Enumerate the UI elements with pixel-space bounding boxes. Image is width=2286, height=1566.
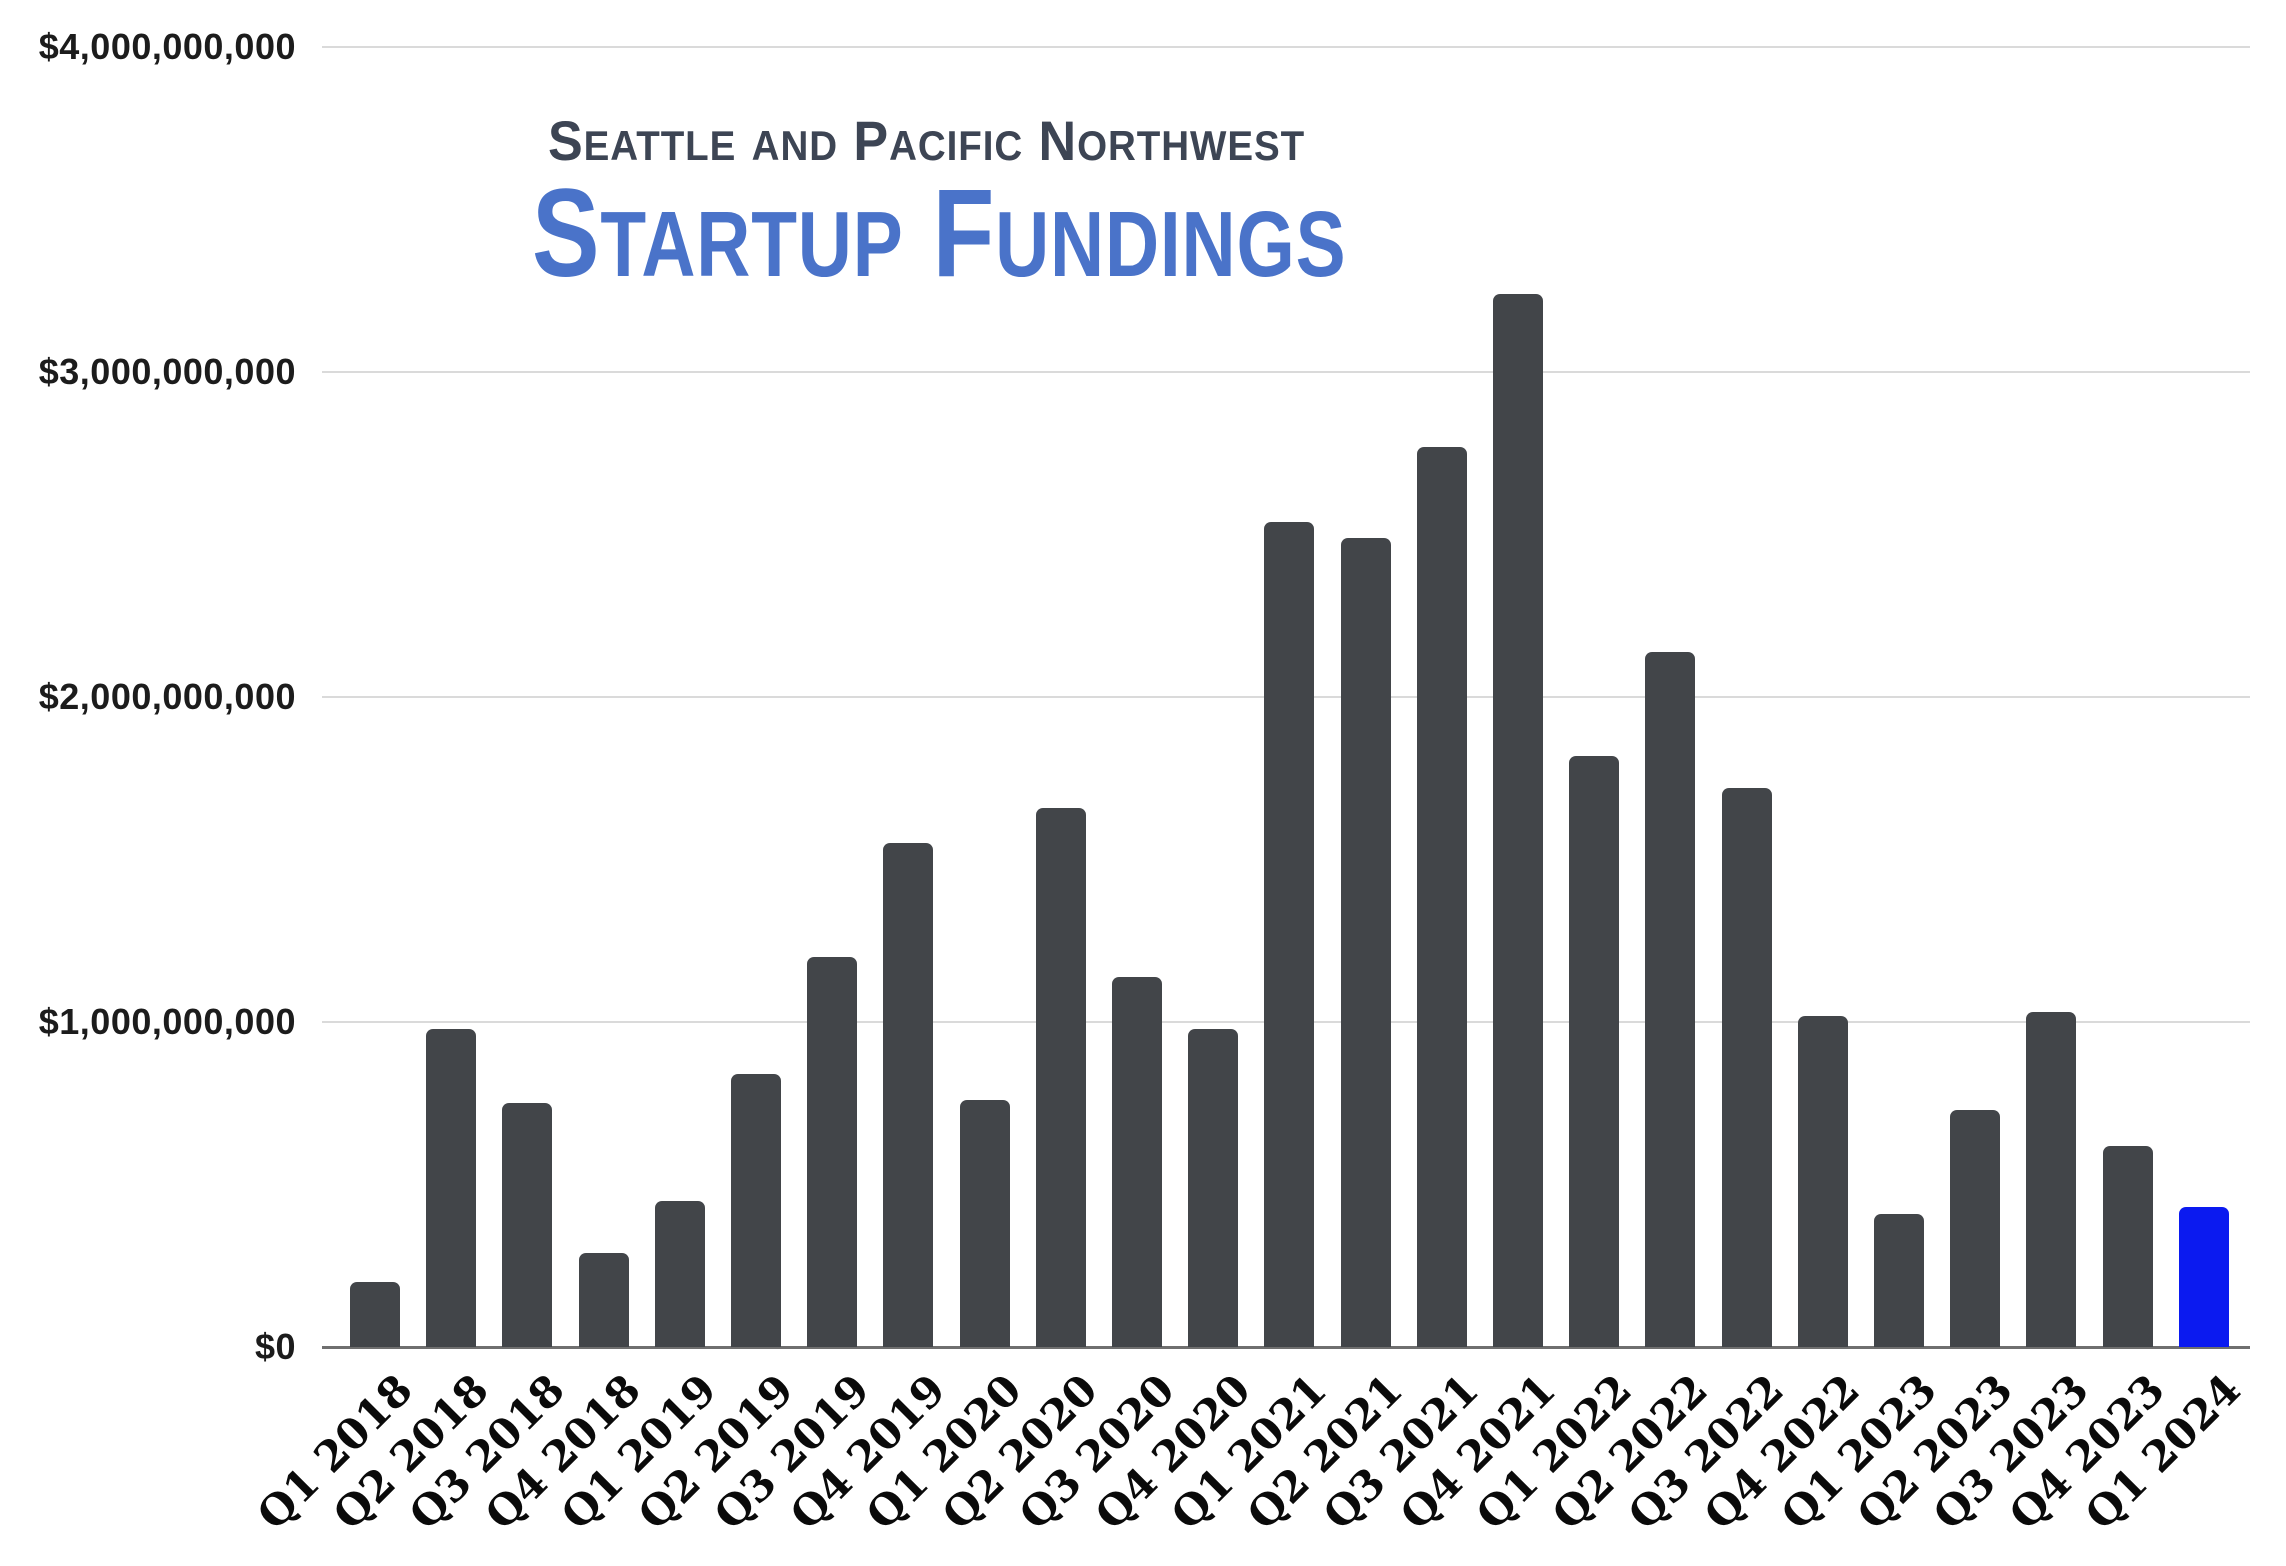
bar [959,1100,1010,1347]
bar [1188,1028,1239,1347]
bar [1797,1015,1848,1347]
bar [731,1074,781,1347]
y-axis-label: $2,000,000,000 [38,676,296,717]
bar [1493,294,1543,1347]
bar-highlighted [2178,1207,2229,1347]
bar [578,1252,629,1347]
y-axis-label: $0 [254,1326,296,1367]
y-axis-label: $4,000,000,000 [38,26,296,67]
bar [2026,1012,2077,1347]
bar [654,1200,705,1347]
bar [1264,521,1315,1347]
bar [502,1103,553,1347]
x-axis-line [322,1346,2250,1349]
bar [1112,976,1162,1347]
chart-title: STARTUP FUNDINGS [532,164,1347,303]
chart-subtitle: SEATTLE AND PACIFIC NORTHWEST [548,109,1306,172]
bar [1035,807,1086,1347]
bar [1721,788,1772,1347]
bar [2102,1145,2153,1347]
bar [883,843,934,1347]
bar [1874,1213,1924,1347]
y-axis-label: $1,000,000,000 [38,1001,296,1042]
bar [1416,446,1467,1347]
bar [807,957,858,1347]
bar [350,1282,400,1347]
bar [1569,755,1620,1347]
bar [426,1028,477,1347]
bar [1645,651,1696,1347]
y-axis-label: $3,000,000,000 [38,351,296,392]
bar [1950,1109,2001,1347]
bar [1340,537,1391,1347]
gridline [322,46,2250,48]
gridline [322,371,2250,373]
